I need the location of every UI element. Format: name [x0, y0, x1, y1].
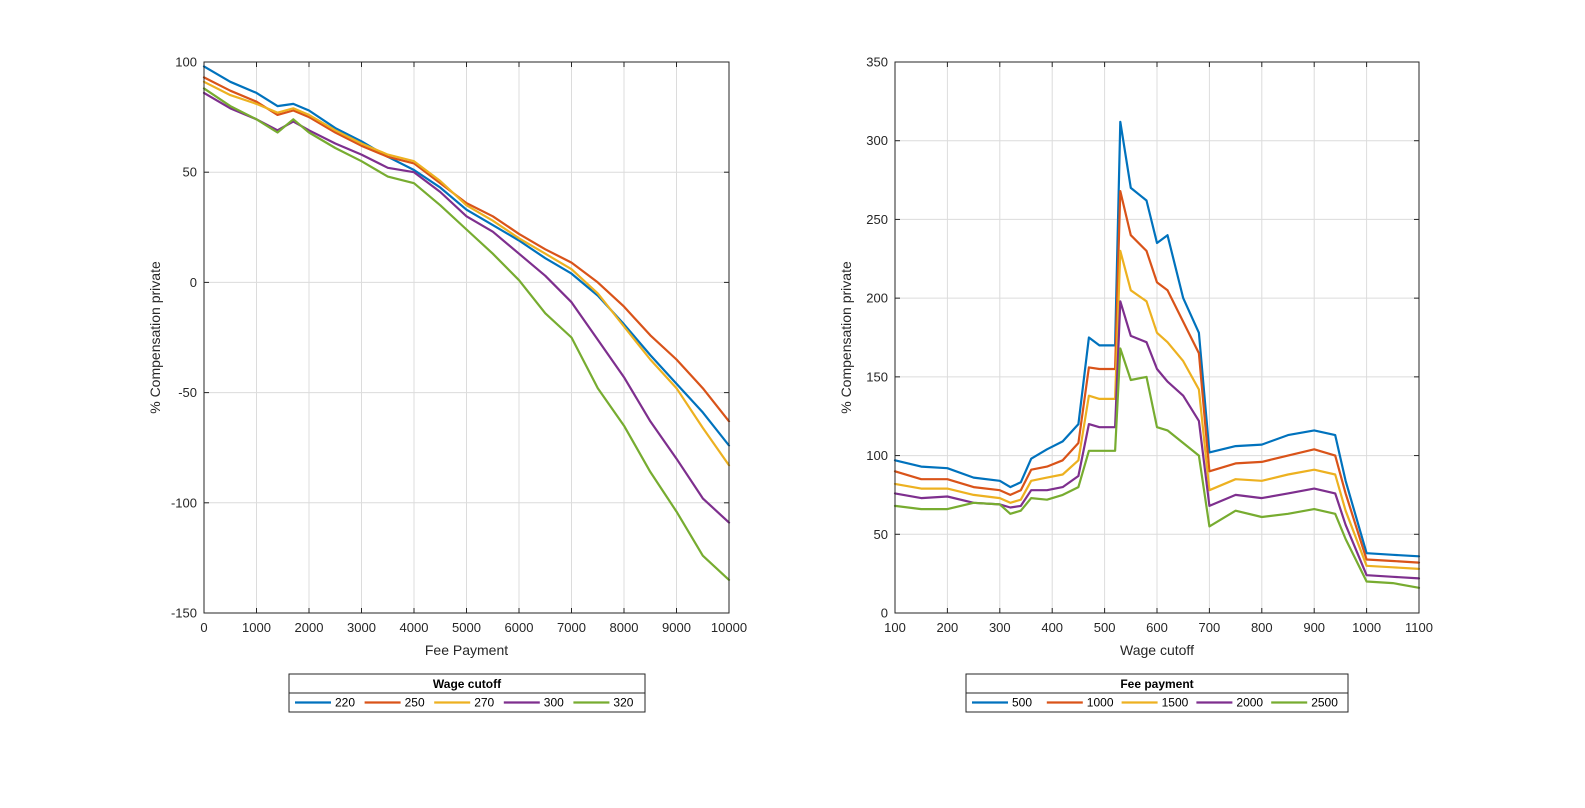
y-tick-label: 350 — [866, 55, 888, 70]
y-tick-label: 100 — [175, 55, 197, 70]
x-tick-label: 600 — [1146, 620, 1168, 635]
legend-entry-320: 320 — [613, 696, 633, 710]
legend-entry-270: 270 — [474, 696, 494, 710]
y-tick-label: -50 — [178, 385, 197, 400]
y-tick-label: 300 — [866, 133, 888, 148]
y-tick-label: 50 — [183, 165, 197, 180]
x-tick-label: 400 — [1041, 620, 1063, 635]
series-line-2000 — [893, 300, 1421, 580]
y-tick-label: 200 — [866, 291, 888, 306]
y-tick-label: -150 — [171, 606, 197, 621]
legend-entry-300: 300 — [544, 696, 564, 710]
x-tick-label: 1000 — [242, 620, 271, 635]
ticks: 0 1000 2000 3000 4000 5000 6000 7000 8000 9000 100… — [171, 55, 747, 636]
legend-entry-2500: 2500 — [1311, 696, 1338, 710]
x-tick-label: 9000 — [662, 620, 691, 635]
x-tick-label: 800 — [1251, 620, 1273, 635]
x-tick-label: 900 — [1303, 620, 1325, 635]
x-tick-label: 6000 — [505, 620, 534, 635]
x-tick-label: 7000 — [557, 620, 586, 635]
x-tick-label: 1100 — [1405, 620, 1433, 635]
y-tick-label: 250 — [866, 212, 888, 227]
x-tick-label: 200 — [937, 620, 959, 635]
x-tick-label: 8000 — [610, 620, 639, 635]
legend-title: Wage cutoff — [433, 677, 502, 691]
series-line-1500 — [893, 249, 1421, 571]
y-tick-label: 100 — [866, 448, 888, 463]
series-group — [202, 65, 731, 582]
x-tick-label: 2000 — [295, 620, 324, 635]
x-tick-label: 700 — [1199, 620, 1221, 635]
legend-title: Fee payment — [1120, 677, 1193, 691]
legend: Wage cutoff 220 250 270 300 320 — [288, 673, 646, 713]
x-tick-label: 5000 — [452, 620, 481, 635]
x-axis-label: Fee Payment — [425, 642, 508, 658]
x-tick-label: 0 — [200, 620, 207, 635]
chart-right: 100 200 300 400 500 600 700 800 900 1000 1100 0 50 10… — [838, 55, 1433, 713]
series-line-270 — [202, 80, 731, 467]
legend-entry-220: 220 — [335, 696, 355, 710]
legend: Fee payment 500 1000 1500 2000 2500 — [965, 673, 1349, 713]
x-tick-label: 500 — [1094, 620, 1116, 635]
x-tick-label: 4000 — [400, 620, 429, 635]
series-line-220 — [202, 65, 731, 447]
y-axis-label: % Compensation private — [838, 261, 854, 414]
y-tick-label: 150 — [866, 369, 888, 384]
legend-entry-1000: 1000 — [1087, 696, 1114, 710]
x-tick-label: 1000 — [1352, 620, 1381, 635]
ticks: 100 200 300 400 500 600 700 800 900 1000 1100 0 50 10… — [866, 55, 1433, 636]
chart-left: 0 1000 2000 3000 4000 5000 6000 7000 8000 9000 100… — [147, 55, 747, 713]
series-line-320 — [202, 87, 731, 582]
y-tick-label: 0 — [190, 275, 197, 290]
y-tick-label: 50 — [874, 527, 888, 542]
x-axis-label: Wage cutoff — [1120, 642, 1194, 658]
x-tick-label: 3000 — [347, 620, 376, 635]
x-tick-label: 10000 — [711, 620, 747, 635]
y-tick-label: -100 — [171, 495, 197, 510]
legend-entry-2000: 2000 — [1236, 696, 1263, 710]
y-tick-label: 0 — [881, 606, 888, 621]
series-group — [893, 120, 1421, 589]
legend-entry-250: 250 — [405, 696, 425, 710]
series-line-500 — [893, 120, 1421, 558]
series-line-2500 — [893, 347, 1421, 589]
x-tick-label: 100 — [884, 620, 906, 635]
series-line-1000 — [893, 190, 1421, 564]
x-tick-label: 300 — [989, 620, 1011, 635]
y-axis-label: % Compensation private — [147, 261, 163, 414]
legend-entry-1500: 1500 — [1162, 696, 1189, 710]
legend-entry-500: 500 — [1012, 696, 1032, 710]
